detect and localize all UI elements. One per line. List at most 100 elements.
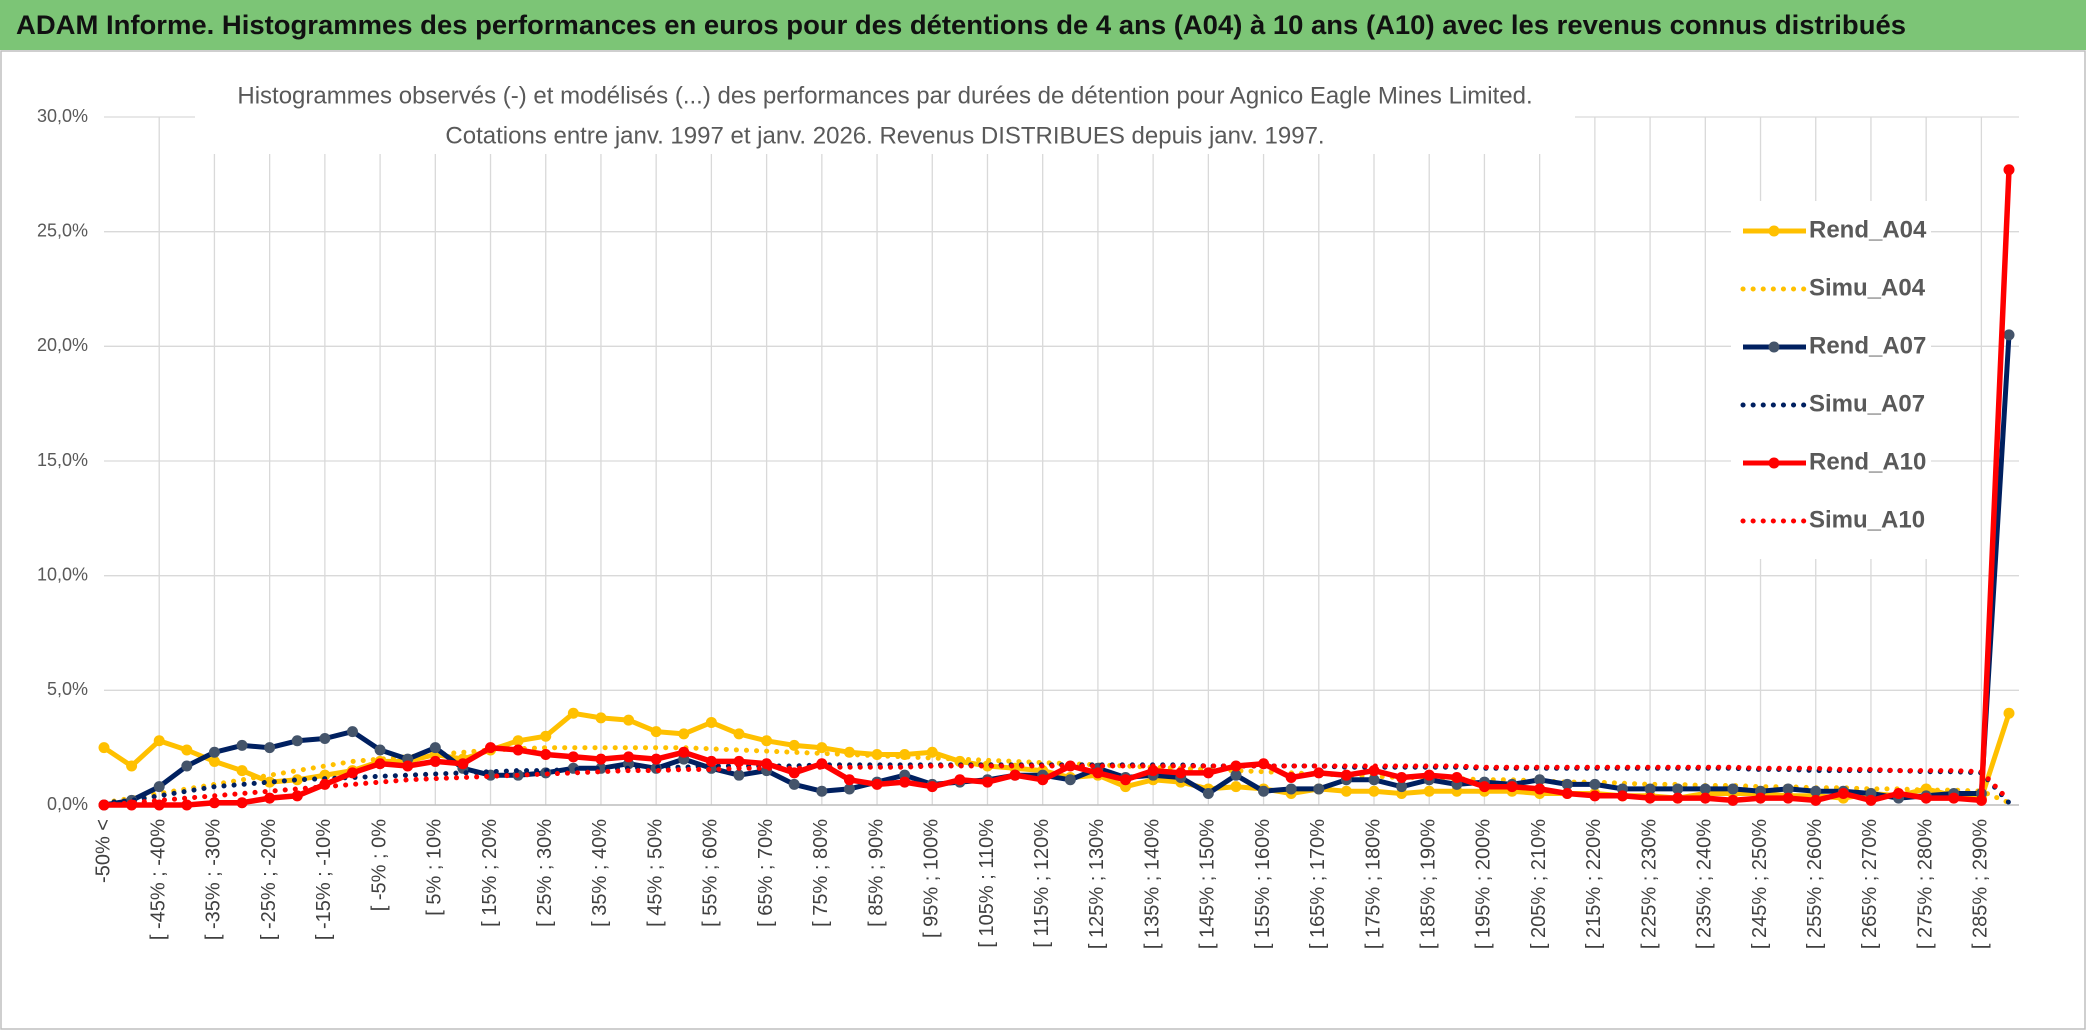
series-marker <box>402 760 414 772</box>
series-marker <box>1920 792 1932 804</box>
series-marker <box>457 758 469 770</box>
series-marker <box>181 744 193 756</box>
series-marker <box>567 751 579 763</box>
x-tick-label: [ 245% ; 250% <box>1749 819 1771 949</box>
y-tick-label: 10,0% <box>37 564 88 584</box>
series-marker <box>208 755 220 767</box>
x-tick-label: [ 35% ; 40% <box>589 819 611 927</box>
series-marker <box>1037 774 1049 786</box>
series-marker <box>1285 771 1297 783</box>
series-marker <box>1616 790 1628 802</box>
x-tick-label: [ 15% ; 20% <box>479 819 501 927</box>
series-marker <box>1699 792 1711 804</box>
series-marker <box>623 751 635 763</box>
series-line <box>103 334 2012 808</box>
series-marker <box>816 785 828 797</box>
series-marker <box>1644 783 1656 795</box>
y-tick-label: 5,0% <box>47 679 88 699</box>
series-marker <box>1313 767 1325 779</box>
series-marker <box>1175 767 1187 779</box>
title-backing <box>195 78 1575 154</box>
series-marker <box>374 744 386 756</box>
series-marker <box>1147 765 1159 777</box>
series-marker <box>291 735 303 747</box>
x-tick-label: [ 255% ; 260% <box>1804 819 1826 949</box>
x-tick-label: [ 215% ; 220% <box>1583 819 1605 949</box>
series-marker <box>512 744 524 756</box>
series-marker <box>981 776 993 788</box>
x-tick-label: [ 115% ; 120% <box>1031 819 1053 948</box>
series-marker <box>1975 794 1987 806</box>
y-tick-label: 0,0% <box>47 794 88 814</box>
y-tick-label: 30,0% <box>37 106 88 126</box>
x-tick-label: -50% < <box>92 819 114 883</box>
series-marker <box>346 767 358 779</box>
x-tick-label: [ 225% ; 230% <box>1638 819 1660 949</box>
series-marker <box>1009 769 1021 781</box>
series-marker <box>843 783 855 795</box>
x-tick-label: [ 5% ; 10% <box>424 819 446 916</box>
x-tick-label: [ 135% ; 140% <box>1141 819 1163 949</box>
series-marker <box>788 767 800 779</box>
series-marker <box>650 753 662 765</box>
series-marker <box>153 781 165 793</box>
series-marker <box>2003 329 2015 341</box>
x-tick-label: [ 95% ; 100% <box>921 819 943 938</box>
series-marker <box>1230 781 1242 793</box>
series-marker <box>650 726 662 738</box>
series-marker <box>1644 792 1656 804</box>
series-marker <box>1561 788 1573 800</box>
series-marker <box>926 746 938 758</box>
series-marker <box>319 769 331 781</box>
series-marker <box>1782 792 1794 804</box>
x-tick-label: [ 75% ; 80% <box>810 819 832 927</box>
y-tick-label: 15,0% <box>37 450 88 470</box>
series-marker <box>236 765 248 777</box>
series-marker <box>540 730 552 742</box>
series-marker <box>678 728 690 740</box>
series-marker <box>429 742 441 754</box>
x-tick-label: [ -35% ; -30% <box>203 819 225 940</box>
series-marker <box>319 732 331 744</box>
series-marker <box>623 714 635 726</box>
chart-title: Histogrammes observés (-) et modélisés (… <box>237 82 1532 109</box>
series-marker <box>1589 778 1601 790</box>
series-marker <box>1893 788 1905 800</box>
series-marker <box>595 753 607 765</box>
legend-label: Rend_A04 <box>1809 216 1927 243</box>
series-marker <box>1534 774 1546 786</box>
series-marker <box>1589 790 1601 802</box>
series-marker <box>1561 778 1573 790</box>
series-marker <box>1120 774 1132 786</box>
series-marker <box>208 746 220 758</box>
series-marker <box>843 774 855 786</box>
legend-label: Rend_A07 <box>1809 332 1926 359</box>
series-marker <box>153 799 165 811</box>
series-marker <box>761 735 773 747</box>
x-tick-label: [ 205% ; 210% <box>1528 819 1550 949</box>
series-marker <box>1755 792 1767 804</box>
series-marker <box>181 760 193 772</box>
series-marker <box>1202 788 1214 800</box>
series-marker <box>208 797 220 809</box>
legend-marker <box>1768 457 1780 469</box>
series-marker <box>2003 164 2015 176</box>
series-line <box>104 169 2012 808</box>
series-marker <box>1478 781 1490 793</box>
x-tick-label: [ 105% ; 110% <box>976 819 998 948</box>
legend-label: Simu_A10 <box>1809 506 1925 533</box>
series-marker <box>1396 781 1408 793</box>
x-tick-label: [ 85% ; 90% <box>865 819 887 927</box>
x-tick-label: [ 45% ; 50% <box>644 819 666 927</box>
series-marker <box>1810 785 1822 797</box>
series-marker <box>1865 794 1877 806</box>
series-marker <box>1672 783 1684 795</box>
series-marker <box>1230 769 1242 781</box>
series-marker <box>540 749 552 761</box>
series-marker <box>1727 794 1739 806</box>
series-marker <box>788 739 800 751</box>
legend-marker <box>1768 225 1780 237</box>
x-tick-label: [ 185% ; 190% <box>1417 819 1439 949</box>
series-marker <box>678 746 690 758</box>
